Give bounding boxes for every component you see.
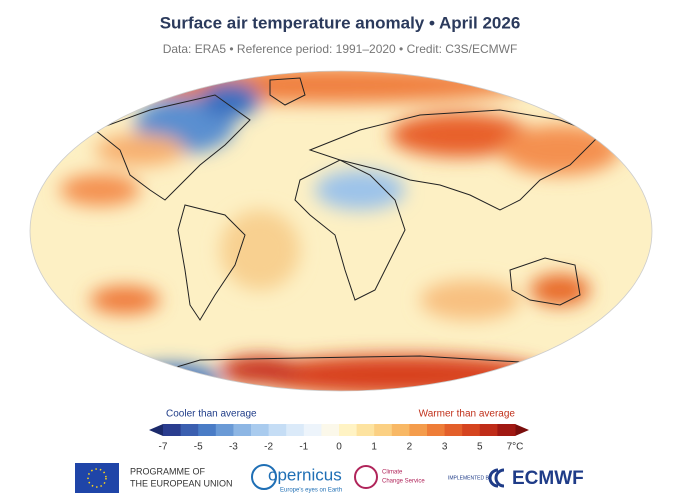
colorbar-arrow <box>149 424 163 436</box>
c3s-text: Climate <box>382 470 403 476</box>
colorbar-cell <box>391 424 410 436</box>
title: Surface air temperature anomaly • April … <box>160 13 521 32</box>
eu-logo: PROGRAMME OF THE EUROPEAN UNION <box>75 463 233 493</box>
colorbar-cell <box>233 424 252 436</box>
copernicus-text: opernicus <box>268 465 342 484</box>
colorbar-cell <box>409 424 428 436</box>
colorbar-tick-label: 1 <box>371 442 377 453</box>
map <box>30 71 652 391</box>
subtitle: Data: ERA5 • Reference period: 1991–2020… <box>163 42 518 56</box>
globe-outline <box>29 70 653 392</box>
colorbar-cell <box>215 424 234 436</box>
colorbar-cell <box>268 424 287 436</box>
warmer-label: Warmer than average <box>419 409 516 420</box>
colorbar-cell <box>444 424 463 436</box>
eu-text: THE EUROPEAN UNION <box>130 478 233 488</box>
colorbar-cell <box>163 424 182 436</box>
colorbar-cell <box>339 424 358 436</box>
colorbar-tick-label: -1 <box>299 442 308 453</box>
colorbar-tick-label: -2 <box>264 442 273 453</box>
colorbar-cell <box>427 424 446 436</box>
colorbar-cell <box>356 424 375 436</box>
colorbar-tick-label: -5 <box>194 442 203 453</box>
colorbar-cell <box>251 424 270 436</box>
colorbar-tick-label: 3 <box>442 442 448 453</box>
colorbar: -7 -5 -3 -2 -1 0 1 2 3 5 7°C <box>149 424 529 453</box>
ecmwf-text: ECMWF <box>512 468 584 489</box>
colorbar-tick-label: -7 <box>159 442 168 453</box>
colorbar-tick-label: 5 <box>477 442 483 453</box>
ecmwf-logo: IMPLEMENTED BY ECMWF <box>448 468 584 489</box>
eu-text: PROGRAMME OF <box>130 466 206 476</box>
cooler-label: Cooler than average <box>166 409 257 420</box>
c3s-logo: Climate Change Service <box>354 465 425 489</box>
colorbar-tick-label: 2 <box>407 442 413 453</box>
colorbar-cell <box>479 424 498 436</box>
colorbar-tick-label: 0 <box>336 442 342 453</box>
colorbar-cell <box>180 424 199 436</box>
implemented-text: IMPLEMENTED BY <box>448 475 493 481</box>
copernicus-tagline: Europe's eyes on Earth <box>280 488 342 494</box>
colorbar-cell <box>198 424 217 436</box>
colorbar-cell <box>303 424 322 436</box>
colorbar-tick-label: -3 <box>229 442 238 453</box>
colorbar-cell <box>321 424 340 436</box>
colorbar-cell <box>286 424 305 436</box>
colorbar-cell <box>374 424 393 436</box>
c3s-text: Change Service <box>382 479 425 485</box>
colorbar-cell <box>462 424 481 436</box>
colorbar-cell <box>497 424 516 436</box>
copernicus-logo: opernicus Europe's eyes on Earth <box>251 464 342 494</box>
colorbar-tick-label: 7°C <box>507 442 524 453</box>
colorbar-arrow <box>515 424 529 436</box>
